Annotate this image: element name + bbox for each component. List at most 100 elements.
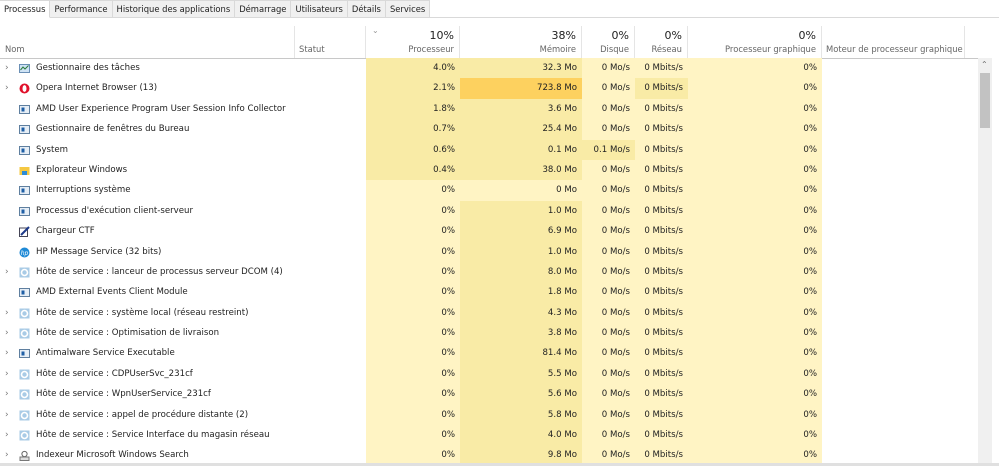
process-name-cell: Interruptions système: [0, 180, 295, 200]
tab-demarrage[interactable]: Démarrage: [235, 0, 292, 17]
tab-details[interactable]: Détails: [347, 0, 386, 17]
expand-chevron-icon[interactable]: ›: [5, 83, 9, 94]
process-row[interactable]: › Antimalware Service Executable 0% 81.4 Mo…: [0, 343, 978, 364]
disk-cell: 0 Mo/s: [582, 425, 635, 446]
process-row[interactable]: System 0.6% 0.1 Mo 0.1 Mo/s 0 Mbits/s 0%: [0, 139, 978, 160]
header-disk[interactable]: 0% Disque: [582, 26, 635, 58]
gpu-cell: 0%: [688, 363, 822, 385]
header-cpu[interactable]: ⌄ 10% Processeur: [366, 26, 460, 58]
gpu-cell: 0%: [688, 302, 822, 324]
network-cell: 0 Mbits/s: [635, 323, 688, 344]
process-row[interactable]: › Hôte de service : appel de procédure di…: [0, 404, 978, 426]
tab-historique[interactable]: Historique des applications: [112, 0, 236, 17]
header-cpu-label: Processeur: [408, 44, 454, 54]
cpu-cell: 0%: [366, 404, 460, 426]
disk-cell: 0 Mo/s: [582, 180, 635, 201]
status-cell: [295, 160, 366, 180]
disk-cell: 0 Mo/s: [582, 384, 635, 405]
header-name[interactable]: Nom: [0, 26, 295, 58]
cpu-cell: 0%: [366, 323, 460, 344]
header-memory-label: Mémoire: [539, 44, 576, 54]
header-disk-label: Disque: [600, 44, 629, 54]
tab-services[interactable]: Services: [385, 0, 431, 17]
network-cell: 0 Mbits/s: [635, 98, 688, 120]
status-cell: [295, 323, 366, 343]
expand-chevron-icon[interactable]: ›: [5, 389, 9, 400]
expand-chevron-icon[interactable]: ›: [5, 348, 9, 359]
process-name-cell: › Antimalware Service Executable: [0, 343, 295, 363]
expand-chevron-icon[interactable]: ›: [5, 368, 9, 379]
expand-chevron-icon[interactable]: ›: [5, 328, 9, 339]
network-cell: 0 Mbits/s: [635, 159, 688, 181]
status-cell: [295, 78, 366, 98]
header-gpu-engine[interactable]: Moteur de processeur graphique: [822, 26, 965, 58]
scroll-up-arrow-icon[interactable]: ⌃: [981, 60, 988, 69]
header-status[interactable]: Statut: [295, 26, 366, 58]
process-name-cell: Explorateur Windows: [0, 160, 295, 180]
memory-cell: 723.8 Mo: [460, 78, 582, 99]
vertical-scrollbar[interactable]: ⌃: [978, 58, 992, 466]
process-name-cell: System: [0, 140, 295, 160]
process-row[interactable]: › Hôte de service : système local (réseau…: [0, 302, 978, 324]
expand-chevron-icon[interactable]: ›: [5, 63, 9, 73]
gpu-cell: 0%: [688, 58, 822, 79]
status-cell: [295, 364, 366, 384]
memory-cell: 0.1 Mo: [460, 139, 582, 160]
header-network[interactable]: 0% Réseau: [635, 26, 688, 58]
process-row[interactable]: › Opera Internet Browser (13) 2.1% 723.8 Mo…: [0, 78, 978, 99]
gpu-engine-cell: [822, 140, 965, 160]
process-row[interactable]: AMD External Events Client Module 0% 1.8 M…: [0, 282, 978, 303]
network-cell: 0 Mbits/s: [635, 221, 688, 242]
process-name-cell: AMD External Events Client Module: [0, 282, 295, 302]
process-row[interactable]: Processus d'exécution client-serveur 0% 1.…: [0, 200, 978, 222]
process-row[interactable]: Chargeur CTF 0% 6.9 Mo 0 Mo/s 0 Mbits/s 0%: [0, 221, 978, 242]
expand-chevron-icon[interactable]: ›: [5, 266, 9, 277]
process-name: Hôte de service : lanceur de processus s…: [36, 266, 283, 277]
process-row[interactable]: Interruptions système 0% 0 Mo 0 Mo/s 0 Mbits…: [0, 180, 978, 201]
process-name: Hôte de service : appel de procédure dis…: [36, 409, 249, 420]
process-row[interactable]: › Indexeur Microsoft Windows Search 0% 9.8 …: [0, 445, 978, 466]
expand-chevron-icon[interactable]: ›: [5, 430, 9, 441]
scrollbar-thumb[interactable]: [980, 73, 990, 128]
memory-cell: 4.0 Mo: [460, 425, 582, 446]
process-row[interactable]: AMD User Experience Program User Session…: [0, 98, 978, 120]
header-memory[interactable]: 38% Mémoire: [460, 26, 582, 58]
status-cell: [295, 99, 366, 119]
process-name: Hôte de service : WpnUserService_231cf: [36, 389, 211, 400]
gpu-cell: 0%: [688, 241, 822, 262]
process-row[interactable]: › Hôte de service : lanceur de processus …: [0, 261, 978, 283]
cpu-cell: 0%: [366, 343, 460, 364]
network-cell: 0 Mbits/s: [635, 200, 688, 222]
tab-processus[interactable]: Processus: [0, 0, 51, 18]
process-name: Gestionnaire de fenêtres du Bureau: [36, 124, 190, 135]
gpu-cell: 0%: [688, 323, 822, 344]
network-cell: 0 Mbits/s: [635, 425, 688, 446]
process-name: System: [36, 144, 69, 155]
svg-text:hp: hp: [21, 250, 29, 257]
tab-performance[interactable]: Performance: [50, 0, 113, 17]
network-cell: 0 Mbits/s: [635, 282, 688, 303]
header-gpu[interactable]: 0% Processeur graphique: [688, 26, 822, 58]
cpu-cell: 1.8%: [366, 98, 460, 120]
process-row[interactable]: › Hôte de service : Optimisation de livra…: [0, 323, 978, 344]
memory-cell: 8.0 Mo: [460, 261, 582, 283]
process-row[interactable]: Explorateur Windows 0.4% 38.0 Mo 0 Mo/s 0 Mb…: [0, 159, 978, 181]
expand-chevron-icon[interactable]: ›: [5, 450, 9, 461]
memory-cell: 1.0 Mo: [460, 241, 582, 262]
process-row[interactable]: Gestionnaire de fenêtres du Bureau 0.7% 25…: [0, 119, 978, 140]
cpu-cell: 0.4%: [366, 159, 460, 181]
gpu-cell: 0%: [688, 159, 822, 181]
expand-chevron-icon[interactable]: ›: [5, 307, 9, 318]
process-row[interactable]: hp HP Message Service (32 bits) 0% 1.0 Mo 0 …: [0, 241, 978, 262]
tab-utilisateurs[interactable]: Utilisateurs: [291, 0, 348, 17]
cpu-cell: 0%: [366, 200, 460, 222]
process-row[interactable]: › Hôte de service : Service Interface du …: [0, 425, 978, 446]
gpu-engine-cell: [822, 364, 965, 384]
expand-chevron-icon[interactable]: ›: [5, 409, 9, 420]
process-row[interactable]: › Hôte de service : CDPUserSvc_231cf 0% 5.5…: [0, 363, 978, 385]
gpu-engine-cell: [822, 262, 965, 282]
status-cell: [295, 262, 366, 282]
process-row[interactable]: › Hôte de service : WpnUserService_231cf 0…: [0, 384, 978, 405]
process-name-cell: › Hôte de service : Optimisation de livra…: [0, 323, 295, 343]
process-row[interactable]: › Gestionnaire des tâches 4.0% 32.3 Mo 0 Mo/…: [0, 58, 978, 79]
